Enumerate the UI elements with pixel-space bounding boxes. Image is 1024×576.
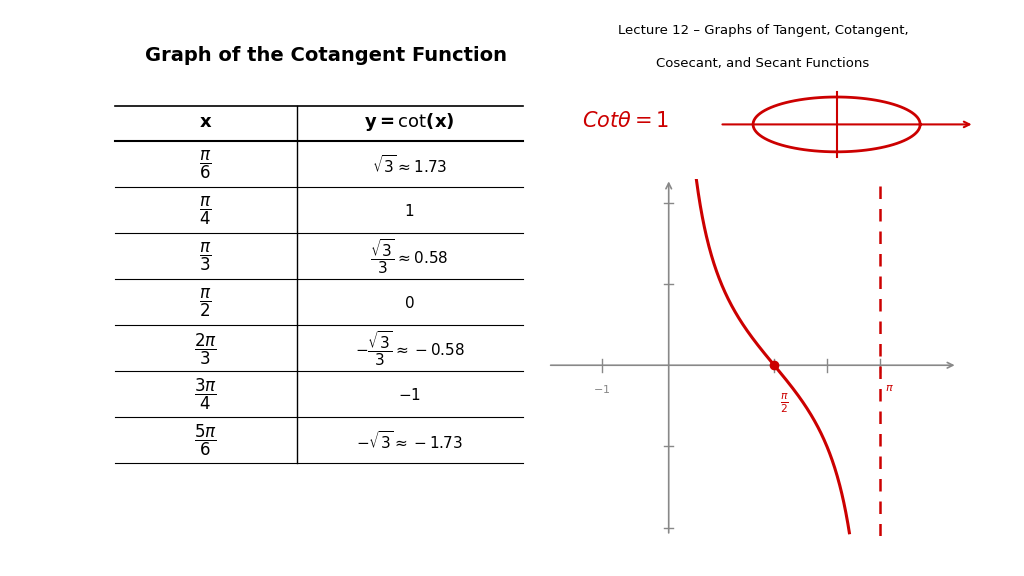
Text: $\pi$: $\pi$ [885,383,894,393]
Text: $\mathbf{x}$: $\mathbf{x}$ [199,113,212,131]
Text: $\dfrac{\pi}{4}$: $\dfrac{\pi}{4}$ [200,195,212,228]
Text: $1$: $1$ [404,203,415,219]
Text: $Cot\theta=1$: $Cot\theta=1$ [582,111,669,131]
Text: $\dfrac{2\pi}{3}$: $\dfrac{2\pi}{3}$ [195,331,217,366]
Text: $-1$: $-1$ [593,383,610,395]
Text: $\mathbf{y = \cot(x)}$: $\mathbf{y = \cot(x)}$ [365,111,455,133]
Text: $\dfrac{5\pi}{6}$: $\dfrac{5\pi}{6}$ [195,423,217,458]
Text: $\frac{\pi}{2}$: $\frac{\pi}{2}$ [779,391,788,415]
Text: $\dfrac{\sqrt{3}}{3} \approx 0.58$: $\dfrac{\sqrt{3}}{3} \approx 0.58$ [371,238,449,276]
Text: Cosecant, and Secant Functions: Cosecant, and Secant Functions [656,56,869,70]
Text: Graph of the Cotangent Function: Graph of the Cotangent Function [145,46,507,65]
Text: $0$: $0$ [404,295,415,311]
Text: $\dfrac{\pi}{2}$: $\dfrac{\pi}{2}$ [200,287,212,319]
Text: $-1$: $-1$ [398,387,421,403]
Text: $\sqrt{3} \approx 1.73$: $\sqrt{3} \approx 1.73$ [372,154,447,176]
Text: $-\dfrac{\sqrt{3}}{3} \approx -0.58$: $-\dfrac{\sqrt{3}}{3} \approx -0.58$ [354,329,465,368]
Text: $\dfrac{\pi}{3}$: $\dfrac{\pi}{3}$ [200,241,212,273]
Text: $\dfrac{3\pi}{4}$: $\dfrac{3\pi}{4}$ [195,377,217,412]
Text: $\dfrac{\pi}{6}$: $\dfrac{\pi}{6}$ [200,149,212,181]
Text: $-\sqrt{3} \approx -1.73$: $-\sqrt{3} \approx -1.73$ [356,430,463,452]
Text: Lecture 12 – Graphs of Tangent, Cotangent,: Lecture 12 – Graphs of Tangent, Cotangen… [617,24,908,37]
